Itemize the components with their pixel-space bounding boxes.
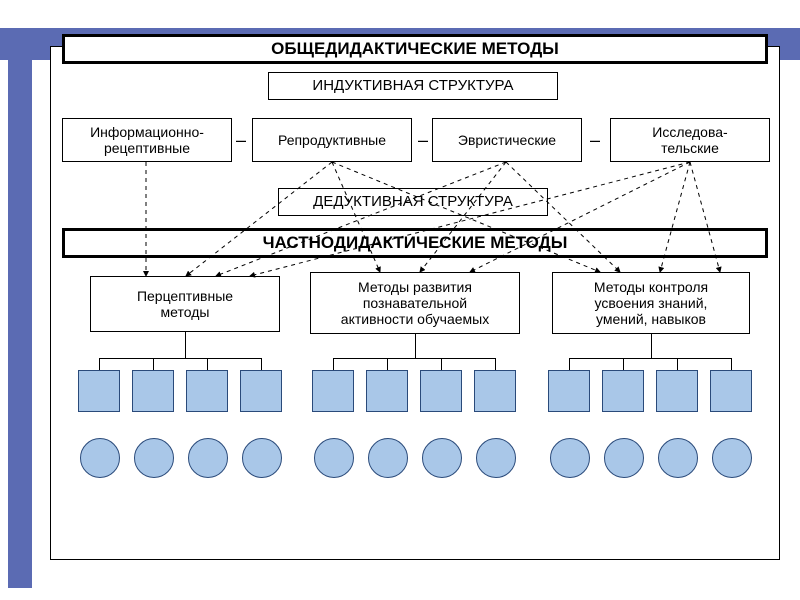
label: Методы развитияпознавательнойактивности … [341,279,489,327]
leaf-square [548,370,590,412]
label: Исследова-тельские [652,124,727,156]
leaf-square [656,370,698,412]
bg-stripe-left [8,28,32,588]
hierarchy-line [441,358,442,370]
hierarchy-line [261,358,262,370]
box-inductive-text: ИНДУКТИВНАЯ СТРУКТУРА [312,77,513,94]
leaf-circle [422,438,462,478]
banner-particular-methods: ЧАСТНОДИДАКТИЧЕСКИЕ МЕТОДЫ [62,228,768,258]
label: Методы контроляусвоения знаний,умений, н… [594,279,708,327]
box-development: Методы развитияпознавательнойактивности … [310,272,520,334]
hierarchy-line [569,358,731,359]
leaf-circle [550,438,590,478]
leaf-circle [712,438,752,478]
box-deductive-text: ДЕДУКТИВНАЯ СТРУКТУРА [313,193,513,210]
hierarchy-line [651,334,652,358]
leaf-square [186,370,228,412]
leaf-circle [314,438,354,478]
hierarchy-line [387,358,388,370]
box-deductive: ДЕДУКТИВНАЯ СТРУКТУРА [278,188,548,216]
leaf-square [366,370,408,412]
hierarchy-line [623,358,624,370]
leaf-square [420,370,462,412]
leaf-circle [476,438,516,478]
hierarchy-line [99,358,261,359]
box-inductive: ИНДУКТИВНАЯ СТРУКТУРА [268,72,558,100]
banner-general-methods-text: ОБЩЕДИДАКТИЧЕСКИЕ МЕТОДЫ [271,39,559,58]
box-research: Исследова-тельские [610,118,770,162]
box-information-receptive: Информационно-рецептивные [62,118,232,162]
box-heuristic: Эвристические [432,118,582,162]
hierarchy-line [495,358,496,370]
hierarchy-line [333,358,495,359]
label: Перцептивныеметоды [137,288,233,320]
leaf-square [710,370,752,412]
leaf-square [602,370,644,412]
leaf-circle [604,438,644,478]
dash-separator: – [236,130,246,151]
leaf-circle [80,438,120,478]
leaf-circle [242,438,282,478]
hierarchy-line [415,334,416,358]
hierarchy-line [99,358,100,370]
hierarchy-line [731,358,732,370]
leaf-circle [658,438,698,478]
hierarchy-line [677,358,678,370]
hierarchy-line [569,358,570,370]
dash-separator: – [418,130,428,151]
label: Информационно-рецептивные [90,124,204,156]
leaf-square [474,370,516,412]
hierarchy-line [333,358,334,370]
leaf-circle [368,438,408,478]
leaf-square [78,370,120,412]
leaf-square [240,370,282,412]
hierarchy-line [185,332,186,358]
leaf-circle [134,438,174,478]
banner-general-methods: ОБЩЕДИДАКТИЧЕСКИЕ МЕТОДЫ [62,34,768,64]
label: Репродуктивные [278,132,386,148]
dash-separator: – [590,130,600,151]
hierarchy-line [153,358,154,370]
leaf-square [132,370,174,412]
box-perceptive: Перцептивныеметоды [90,276,280,332]
box-control: Методы контроляусвоения знаний,умений, н… [552,272,750,334]
banner-particular-methods-text: ЧАСТНОДИДАКТИЧЕСКИЕ МЕТОДЫ [263,233,568,252]
leaf-square [312,370,354,412]
box-reproductive: Репродуктивные [252,118,412,162]
hierarchy-line [207,358,208,370]
leaf-circle [188,438,228,478]
label: Эвристические [458,132,556,148]
